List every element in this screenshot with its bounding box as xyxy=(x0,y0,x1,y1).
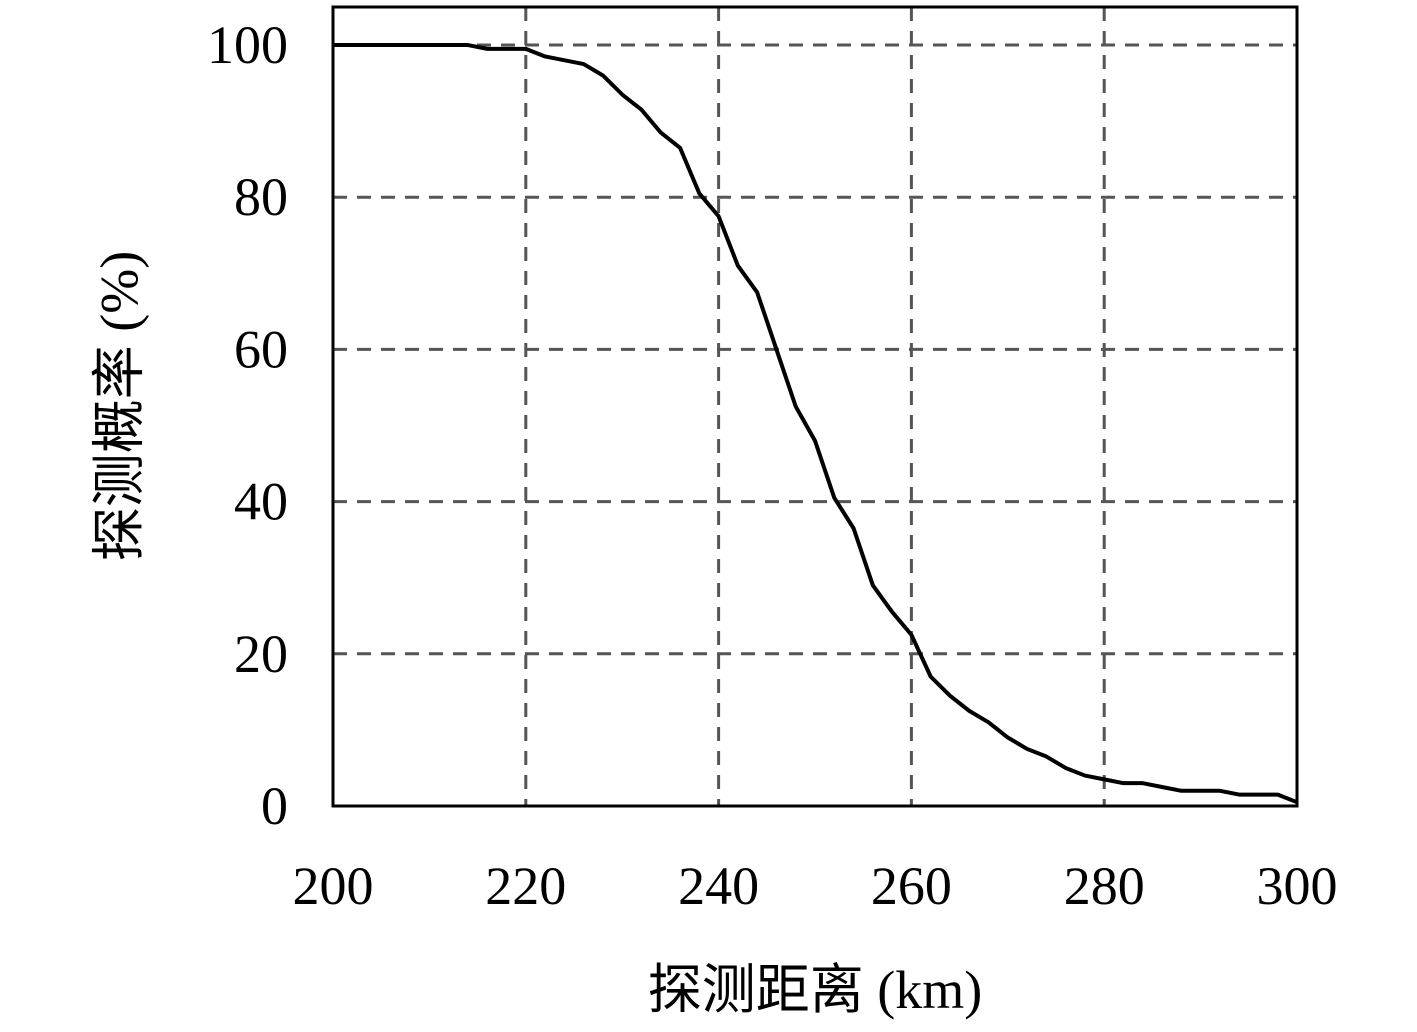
y-tick-label: 60 xyxy=(234,319,288,379)
y-axis-label: 探测概率 (%) xyxy=(89,251,149,561)
y-tick-label: 0 xyxy=(261,776,288,836)
plot-frame xyxy=(331,5,1299,808)
x-axis-label: 探测距离 (km) xyxy=(648,960,982,1020)
x-tick-label: 280 xyxy=(1064,856,1145,916)
y-tick-label: 80 xyxy=(234,167,288,227)
line-series xyxy=(333,43,1298,805)
y-tick-label: 20 xyxy=(234,624,288,684)
x-tick-label: 200 xyxy=(293,856,374,916)
x-tick-label: 240 xyxy=(678,856,759,916)
x-tick-label: 300 xyxy=(1257,856,1338,916)
y-tick-label: 40 xyxy=(234,472,288,532)
x-tick-label: 260 xyxy=(871,856,952,916)
x-tick-label: 220 xyxy=(485,856,566,916)
y-tick-label: 100 xyxy=(207,15,288,75)
